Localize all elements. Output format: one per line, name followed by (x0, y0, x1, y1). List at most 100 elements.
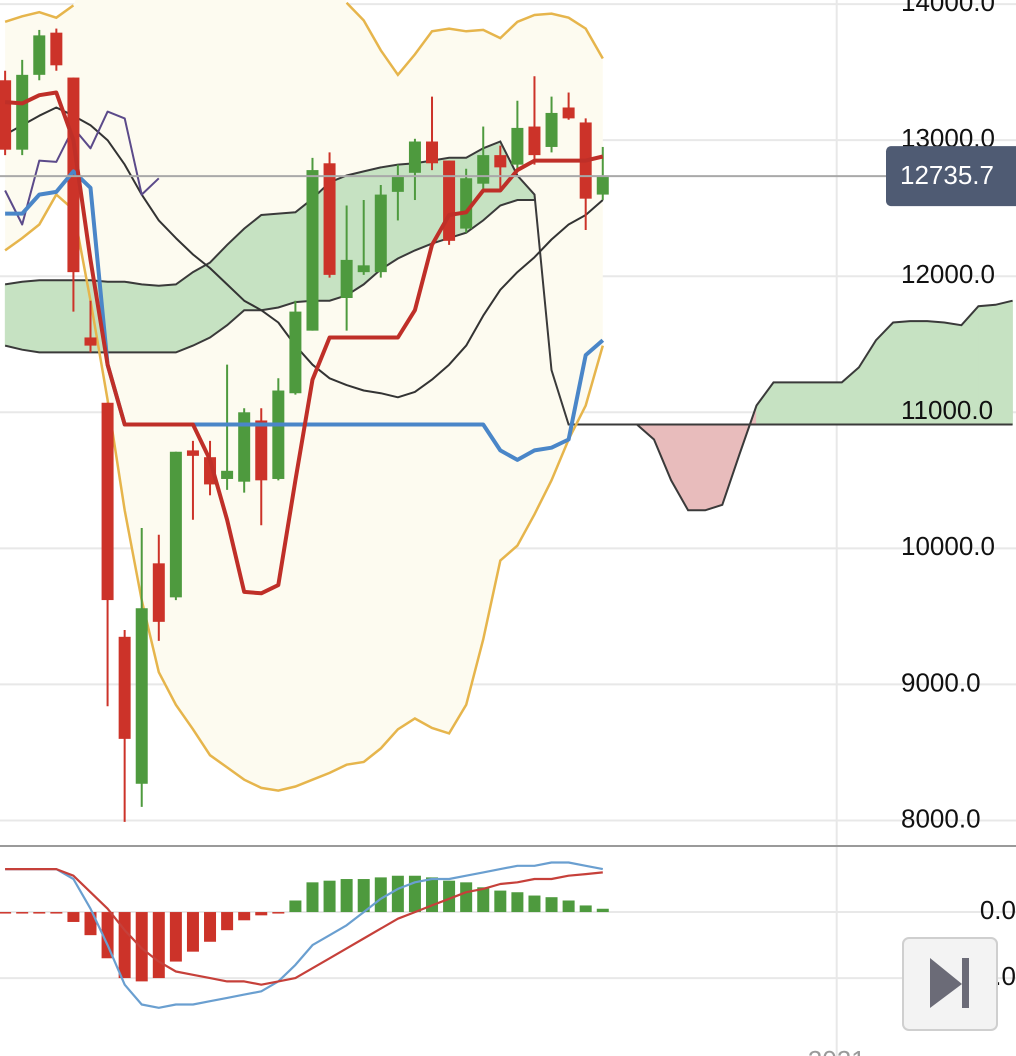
play-button[interactable] (902, 937, 998, 1031)
candle-body (0, 80, 12, 150)
candle-body (545, 112, 558, 147)
candle-body (101, 402, 114, 601)
y-tick-label: 14000.0 (901, 0, 995, 17)
candle-body (477, 155, 490, 184)
cloud-fill (414, 160, 433, 251)
cloud-fill (124, 281, 143, 353)
candle-body (408, 141, 421, 173)
histogram-bar (67, 912, 80, 922)
cloud-fill (278, 211, 296, 308)
candle-body (135, 608, 148, 784)
histogram-bar (340, 879, 353, 913)
histogram-bar (272, 912, 285, 914)
candle-body (306, 170, 319, 331)
candle-body (596, 175, 609, 195)
candle-body (528, 126, 541, 156)
cloud-fill (158, 284, 177, 353)
candle-body (562, 107, 575, 119)
candle-body (186, 450, 199, 456)
histogram-bar (511, 892, 524, 913)
indicator-line (4, 110, 160, 226)
candle-body (16, 74, 29, 150)
histogram-bar (357, 879, 370, 913)
histogram-bar (562, 900, 575, 913)
histogram-bar (255, 912, 268, 916)
indicator-line (4, 90, 604, 596)
cloud-fill (790, 382, 808, 425)
y-tick-label: 11000.0 (901, 395, 993, 425)
candle-body (374, 194, 387, 273)
histogram-bar (596, 908, 609, 913)
histogram-bar (0, 912, 12, 914)
histogram-bar (289, 900, 302, 913)
macd-line (5, 868, 603, 986)
y-tick-label: 0.0 (980, 895, 1016, 925)
histogram-bar (169, 912, 182, 962)
cloud-fill (824, 382, 843, 425)
macd-line (5, 861, 604, 1009)
histogram-bar (16, 912, 29, 914)
histogram-bar (101, 912, 114, 959)
candle-body (152, 563, 165, 622)
histogram-bar (84, 912, 97, 936)
cloud-fill (4, 281, 23, 351)
histogram-bar (306, 882, 319, 913)
y-tick-label: 12000.0 (901, 259, 995, 289)
cloud-line (4, 140, 1013, 512)
candle-body (255, 420, 268, 481)
play-icon (930, 958, 962, 1008)
y-tick-label: 8000.0 (901, 803, 981, 833)
cloud-fill (260, 213, 279, 311)
histogram-bar (186, 912, 199, 952)
histogram-bar (50, 912, 63, 914)
histogram-bar (460, 882, 473, 913)
histogram-bar (204, 912, 217, 942)
candle-body (460, 178, 473, 229)
cloud-fill (21, 279, 40, 353)
candle-body (357, 265, 370, 273)
candle-body (84, 337, 97, 346)
price-tag (886, 146, 1016, 207)
band-line (4, 1, 604, 77)
cloud-fill (38, 280, 57, 353)
candle-body (443, 160, 456, 241)
histogram-bar (152, 912, 165, 979)
candle-body (391, 175, 404, 192)
candle-body (511, 127, 524, 165)
histogram-bar (33, 912, 46, 914)
cloud-fill (995, 300, 1013, 425)
cloud-fill (687, 424, 706, 511)
cloud-fill (56, 280, 74, 353)
candle-body (340, 259, 353, 298)
x-tick-label: 2021 (808, 1045, 866, 1056)
histogram-bar (391, 875, 404, 913)
candle-body (169, 451, 182, 598)
price-label: 12735.7 (900, 160, 994, 190)
cloud-fill (175, 271, 194, 353)
cloud-fill (704, 424, 723, 511)
histogram-bar (528, 895, 541, 913)
band-line (4, 192, 605, 792)
histogram-bar (118, 912, 131, 979)
candle-body (118, 636, 131, 739)
histogram-bar (494, 890, 507, 913)
candle-body (221, 470, 234, 479)
histogram-bar (238, 912, 251, 921)
histogram-bar (408, 875, 421, 913)
histogram-bar (545, 897, 558, 913)
candle-body (238, 412, 251, 482)
histogram-bar (477, 887, 490, 913)
candle-body (272, 390, 285, 479)
cloud-fill (243, 214, 262, 311)
cloud-fill (773, 382, 791, 425)
y-tick-label: 10000.0 (901, 531, 995, 561)
cloud-fill (192, 262, 211, 347)
candle-body (33, 35, 46, 75)
candle-body (426, 141, 439, 164)
histogram-bar (374, 877, 387, 913)
play-icon-bar (962, 958, 969, 1008)
histogram-bar (323, 880, 336, 913)
cloud-fill (107, 281, 125, 353)
